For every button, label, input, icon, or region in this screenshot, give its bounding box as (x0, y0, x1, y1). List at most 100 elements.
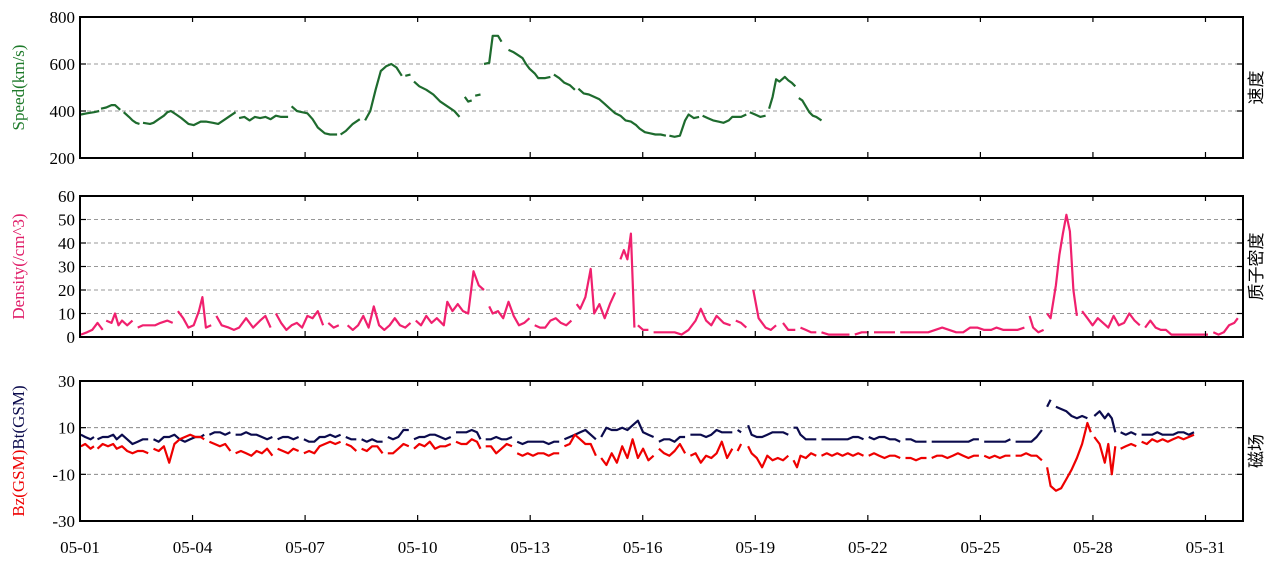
series-line-1 (658, 435, 686, 443)
series-line-1 (474, 93, 481, 97)
series-line-1 (637, 324, 649, 331)
y-axis-label: Speed(km/s) (9, 45, 28, 131)
series-line-2 (80, 442, 95, 450)
series-line-1 (868, 435, 901, 443)
series-line-1 (483, 34, 503, 66)
series-line-1 (1046, 399, 1052, 408)
series-line-1 (122, 111, 140, 125)
y-tick-label: 200 (50, 149, 76, 168)
series-line-1 (274, 310, 325, 331)
y-tick-label: 30 (58, 372, 75, 391)
series-line-1 (747, 424, 789, 439)
series-line-1 (905, 438, 927, 443)
series-line-2 (747, 445, 790, 469)
series-line-1 (238, 114, 289, 122)
series-line-1 (346, 305, 412, 331)
x-tick-label: 05-31 (1186, 538, 1226, 557)
y-tick-label: 10 (58, 305, 75, 324)
series-line-1 (277, 435, 300, 441)
series-line-1 (387, 428, 409, 441)
y-axis-label: Bz(GSM)Bt(GSM) (9, 385, 28, 516)
series-line-1 (413, 433, 452, 441)
y-axis-label: Density(/cm^3) (9, 213, 28, 319)
plot-frame (79, 380, 1244, 522)
series-line-2 (1093, 436, 1117, 476)
series-line-2 (689, 440, 734, 464)
series-line-2 (455, 438, 482, 450)
series-line-1 (736, 429, 742, 434)
y-tick-label: 400 (50, 102, 76, 121)
series-line-1 (80, 433, 95, 441)
series-line-2 (600, 438, 655, 467)
series-line-1 (690, 428, 733, 439)
series-line-1 (327, 322, 340, 329)
y-tick-label: 600 (50, 55, 76, 74)
series-line-2 (361, 445, 384, 454)
series-line-1 (177, 296, 212, 329)
series-line-1 (793, 426, 817, 441)
series-line-1 (600, 419, 655, 439)
series-line-1 (1046, 213, 1078, 320)
series-line-1 (553, 73, 576, 91)
series-line-1 (1055, 405, 1088, 420)
series-line-1 (485, 435, 513, 441)
series-line-2 (303, 440, 342, 455)
series-line-1 (364, 62, 403, 121)
series-line-1 (345, 435, 357, 441)
series-line-2 (1046, 421, 1092, 492)
series-line-1 (735, 319, 748, 329)
y-tick-label: 60 (58, 187, 75, 206)
x-tick-label: 05-22 (848, 538, 888, 557)
y-tick-label: 40 (58, 234, 75, 253)
series-line-2 (153, 433, 205, 464)
y-tick-label: 50 (58, 211, 75, 230)
y-tick-label: 800 (50, 8, 76, 27)
series-line-1 (984, 438, 1011, 443)
series-line-1 (488, 300, 531, 327)
series-line-1 (1141, 431, 1195, 436)
series-line-1 (821, 331, 850, 336)
x-tick-label: 05-10 (398, 538, 438, 557)
panel-3: -30 -10 10 30 Bz(GSM)Bt(GSM) 磁场 (9, 372, 1266, 531)
panel-1: 200 400 600 800 Speed(km/s) 速度 (9, 8, 1266, 168)
y-tick-label: 20 (58, 281, 75, 300)
series-line-1 (215, 314, 272, 331)
series-line-1 (405, 73, 411, 77)
series-line-1 (800, 326, 817, 334)
series-line-1 (137, 319, 174, 329)
series-line-1 (100, 103, 121, 111)
x-tick-label: 05-04 (173, 538, 213, 557)
series-line-1 (619, 232, 636, 328)
series-line-2 (905, 456, 927, 462)
series-line-2 (516, 452, 560, 457)
series-line-1 (854, 331, 869, 336)
series-line-1 (782, 322, 796, 331)
series-line-2 (983, 454, 1011, 460)
y-tick-label: 0 (67, 328, 76, 347)
series-line-2 (563, 433, 597, 457)
series-line-1 (142, 109, 237, 127)
y-tick-label: 10 (58, 419, 75, 438)
series-line-1 (456, 428, 482, 440)
series-line-2 (792, 452, 817, 469)
series-line-1 (97, 433, 149, 446)
x-tick-label: 05-13 (510, 538, 550, 557)
series-line-2 (96, 442, 149, 455)
x-tick-label: 05-01 (60, 538, 100, 557)
series-line-1 (669, 113, 700, 138)
series-line-1 (563, 428, 597, 441)
right-panel-label: 速度 (1247, 71, 1266, 105)
series-line-1 (768, 75, 797, 110)
x-tick-label: 05-16 (623, 538, 663, 557)
series-line-2 (277, 447, 300, 455)
y-axis-label-part: Bt(GSM) (9, 385, 28, 449)
y-tick-label: -30 (52, 512, 75, 531)
series-line-1 (415, 270, 485, 327)
series-line-1 (1081, 310, 1141, 329)
series-line-2 (485, 442, 513, 455)
plot-frame (79, 16, 1244, 159)
right-panel-label: 质子密度 (1247, 233, 1266, 301)
x-tick-label: 05-19 (735, 538, 775, 557)
series-line-2 (1120, 442, 1137, 450)
